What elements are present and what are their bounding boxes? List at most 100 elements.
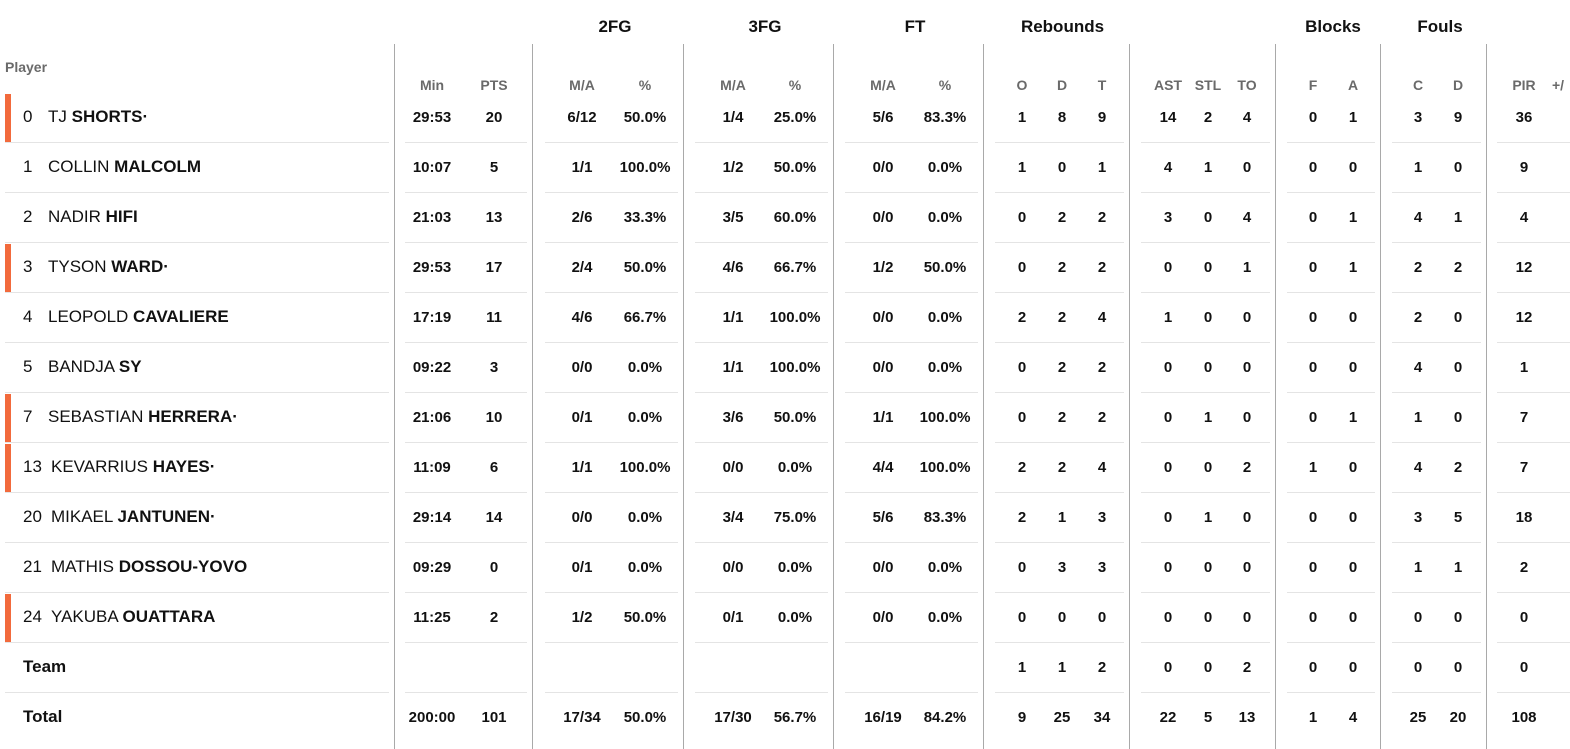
row-divider — [1392, 492, 1481, 493]
cell-pir: 0 — [1519, 659, 1529, 676]
table-row[interactable]: 0 TJ SHORTS· 29:53 20 6/12 50.0% 1/4 25.0% 5/6 83… — [0, 93, 1570, 143]
cell-reb-o: 0 — [1017, 209, 1027, 226]
on-court-dot: · — [142, 107, 149, 126]
jersey-number: 0 — [23, 107, 33, 126]
table-row[interactable]: 2 NADIR HIFI 21:03 13 2/6 33.3% 3/5 60.0% 0/0 0.0… — [0, 193, 1570, 243]
table-row[interactable]: 21 MATHIS DOSSOU-YOVO 09:29 0 0/1 0.0% 0/0 0.0%… — [0, 543, 1570, 593]
cell-fg3-ma: 3/5 — [722, 209, 744, 226]
row-divider — [5, 242, 389, 243]
player-name-link[interactable]: 24 YAKUBA OUATTARA — [23, 607, 215, 627]
table-row[interactable]: 1 COLLIN MALCOLM 10:07 5 1/1 100.0% 1/2 50.0% 0/… — [0, 143, 1570, 193]
player-name-link[interactable]: 0 TJ SHORTS· — [23, 107, 148, 127]
header-to[interactable]: TO — [1237, 77, 1257, 93]
player-name-link[interactable]: 5 BANDJA SY — [23, 357, 142, 377]
table-row[interactable]: 3 TYSON WARD· 29:53 17 2/4 50.0% 4/6 66.7% 1/2 50… — [0, 243, 1570, 293]
header-3fg-pct[interactable]: % — [788, 77, 802, 93]
divider — [1275, 44, 1276, 749]
player-name-link[interactable]: 2 NADIR HIFI — [23, 207, 138, 227]
header-reb-d[interactable]: D — [1056, 77, 1068, 93]
cell-fg2-pct: 50.0% — [623, 609, 667, 626]
header-reb-o[interactable]: O — [1016, 77, 1028, 93]
cell-pts: 101 — [481, 709, 507, 726]
cell-to: 0 — [1242, 559, 1252, 576]
header-pir[interactable]: PIR — [1512, 77, 1536, 93]
row-divider — [5, 192, 389, 193]
starter-indicator — [5, 444, 11, 492]
player-name-link[interactable]: 7 SEBASTIAN HERRERA· — [23, 407, 238, 427]
cell-to: 0 — [1242, 359, 1252, 376]
jersey-number: 7 — [23, 407, 33, 426]
cell-fg2-ma: 0/1 — [571, 409, 593, 426]
header-ft-pct[interactable]: % — [938, 77, 952, 93]
row-divider — [1392, 592, 1481, 593]
header-player[interactable]: Player — [5, 59, 48, 75]
table-row[interactable]: 20 MIKAEL JANTUNEN· 29:14 14 0/0 0.0% 3/4 75.0%… — [0, 493, 1570, 543]
header-pts[interactable]: PTS — [480, 77, 508, 93]
cell-stl: 0 — [1203, 609, 1213, 626]
cell-fg2-pct: 0.0% — [627, 509, 663, 526]
table-row[interactable]: 24 YAKUBA OUATTARA 11:25 2 1/2 50.0% 0/1 0.0% 0/… — [0, 593, 1570, 643]
header-blk-a[interactable]: A — [1347, 77, 1359, 93]
cell-reb-o: 9 — [1017, 709, 1027, 726]
cell-stl: 0 — [1203, 309, 1213, 326]
cell-fg3-ma: 0/0 — [722, 459, 744, 476]
divider — [1380, 44, 1381, 749]
header-foul-d[interactable]: D — [1452, 77, 1464, 93]
header-min[interactable]: Min — [419, 77, 445, 93]
cell-ast: 0 — [1163, 659, 1173, 676]
header-blk-f[interactable]: F — [1308, 77, 1318, 93]
cell-fg2-ma: 17/34 — [563, 709, 601, 726]
cell-stl: 1 — [1203, 509, 1213, 526]
cell-fg3-ma: 1/2 — [722, 159, 744, 176]
cell-reb-o: 1 — [1017, 659, 1027, 676]
cell-fg2-pct: 50.0% — [623, 709, 667, 726]
player-name-link[interactable]: 4 LEOPOLD CAVALIERE — [23, 307, 229, 327]
row-divider — [995, 592, 1124, 593]
table-row[interactable]: 7 SEBASTIAN HERRERA· 21:06 10 0/1 0.0% 3/6 50.0… — [0, 393, 1570, 443]
player-name-link[interactable]: 3 TYSON WARD· — [23, 257, 169, 277]
row-divider — [405, 142, 527, 143]
table-row[interactable]: 5 BANDJA SY 09:22 3 0/0 0.0% 1/1 100.0% 0/0 0.0% 0… — [0, 343, 1570, 393]
player-name-link[interactable]: 21 MATHIS DOSSOU-YOVO — [23, 557, 247, 577]
cell-min: 10:07 — [412, 159, 452, 176]
header-ft: FT — [904, 17, 926, 36]
cell-to: 2 — [1242, 659, 1252, 676]
cell-pir: 108 — [1511, 709, 1537, 726]
cell-to: 1 — [1242, 259, 1252, 276]
row-divider — [1287, 292, 1375, 293]
header-plus-minus[interactable]: +/ — [1552, 77, 1565, 93]
header-reb-t[interactable]: T — [1097, 77, 1107, 93]
cell-ft-pct: 0.0% — [927, 559, 963, 576]
row-divider — [995, 442, 1124, 443]
cell-pts: 20 — [485, 109, 503, 126]
player-name-link[interactable]: 20 MIKAEL JANTUNEN· — [23, 507, 216, 527]
header-2fg-ma[interactable]: M/A — [569, 77, 595, 93]
player-first-name: BANDJA — [48, 357, 115, 376]
header-foul-c[interactable]: C — [1412, 77, 1424, 93]
header-3fg-ma[interactable]: M/A — [720, 77, 746, 93]
header-2fg-pct[interactable]: % — [638, 77, 652, 93]
row-divider — [405, 492, 527, 493]
table-row[interactable]: 13 KEVARRIUS HAYES· 11:09 6 1/1 100.0% 0/0 0.0%… — [0, 443, 1570, 493]
cell-blk-f: 0 — [1308, 659, 1318, 676]
player-name-link[interactable]: 1 COLLIN MALCOLM — [23, 157, 201, 177]
player-first-name: TYSON — [48, 257, 107, 276]
row-divider — [995, 692, 1124, 693]
row-divider — [995, 642, 1124, 643]
cell-fg2-ma: 1/2 — [571, 609, 593, 626]
row-divider — [545, 492, 678, 493]
header-stl[interactable]: STL — [1194, 77, 1222, 93]
header-ast[interactable]: AST — [1154, 77, 1182, 93]
row-divider — [545, 392, 678, 393]
table-row[interactable]: 4 LEOPOLD CAVALIERE 17:19 11 4/6 66.7% 1/1 100.… — [0, 293, 1570, 343]
player-name-link[interactable]: 13 KEVARRIUS HAYES· — [23, 457, 215, 477]
cell-fg3-pct: 75.0% — [773, 509, 817, 526]
row-divider — [845, 442, 978, 443]
cell-reb-d: 1 — [1057, 509, 1067, 526]
header-ft-ma[interactable]: M/A — [870, 77, 896, 93]
header-blocks: Blocks — [1305, 17, 1361, 36]
row-divider — [405, 342, 527, 343]
cell-fg2-ma: 0/0 — [571, 509, 593, 526]
row-divider — [1497, 192, 1570, 193]
cell-to: 0 — [1242, 409, 1252, 426]
